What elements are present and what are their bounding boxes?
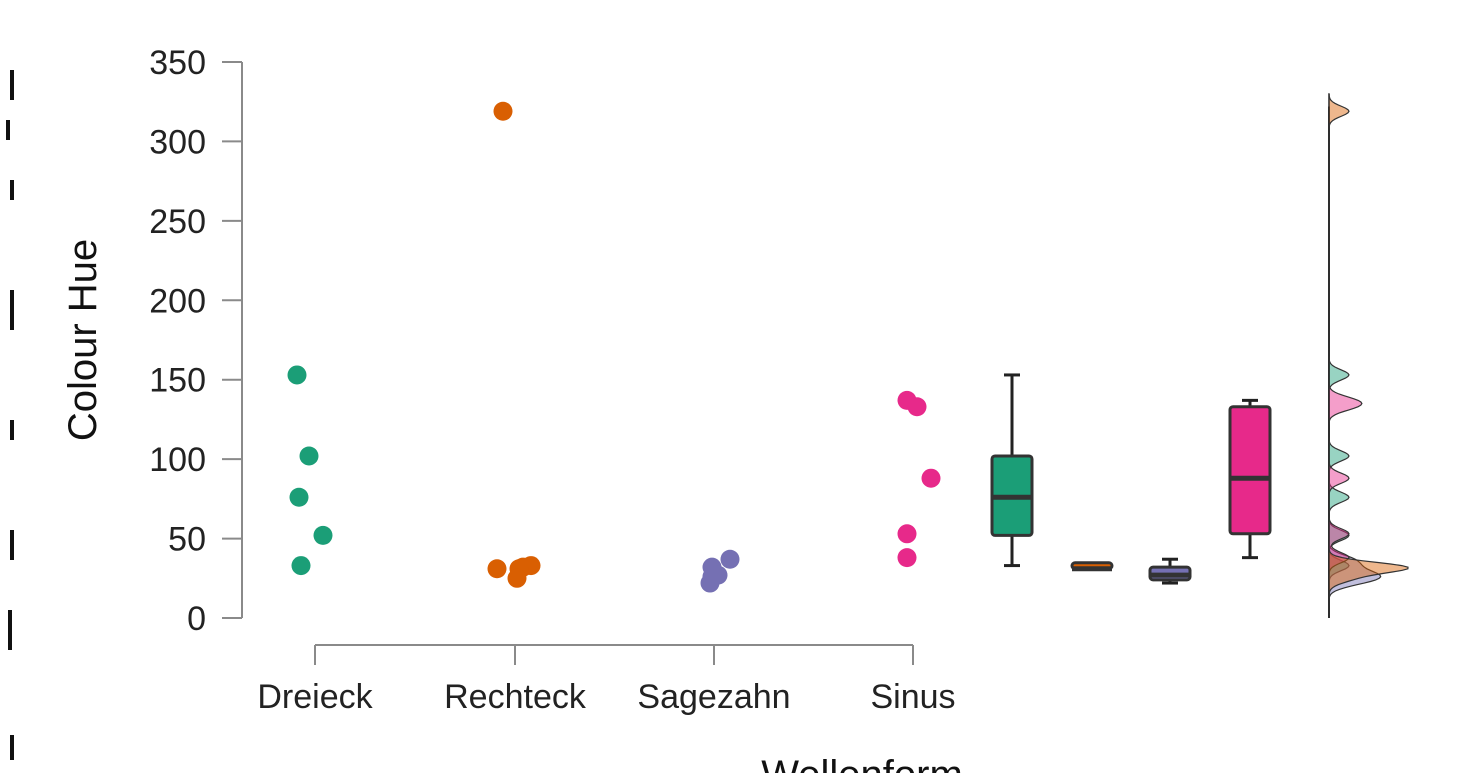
boxplot bbox=[1070, 561, 1114, 572]
density-curve bbox=[1328, 93, 1363, 618]
data-point bbox=[313, 525, 333, 545]
y-axis-title: Colour Hue bbox=[61, 239, 105, 441]
y-tick-label: 0 bbox=[187, 600, 206, 638]
y-tick-label: 250 bbox=[149, 203, 206, 241]
data-point bbox=[493, 101, 513, 121]
x-axis-title: Wellenform bbox=[761, 753, 963, 773]
strip-points bbox=[287, 101, 941, 593]
data-point bbox=[897, 524, 917, 544]
x-category-label: Dreieck bbox=[257, 678, 373, 716]
data-point bbox=[487, 559, 507, 579]
y-tick-label: 350 bbox=[149, 44, 206, 82]
y-tick-label: 300 bbox=[149, 123, 206, 161]
box bbox=[1228, 405, 1272, 536]
y-axis: 0 50 100 150 200 250 300 350 bbox=[149, 44, 243, 638]
x-category-label: Sagezahn bbox=[637, 678, 790, 716]
data-point bbox=[287, 365, 307, 385]
data-point bbox=[708, 565, 728, 585]
left-edge-fragments bbox=[6, 70, 14, 760]
data-point bbox=[897, 548, 917, 568]
y-tick-label: 100 bbox=[149, 441, 206, 479]
data-point bbox=[507, 568, 527, 588]
boxplot bbox=[1148, 557, 1192, 585]
boxplots bbox=[990, 373, 1272, 585]
data-point bbox=[921, 468, 941, 488]
y-tick-label: 50 bbox=[168, 521, 206, 559]
x-category-label: Rechteck bbox=[444, 678, 587, 716]
data-point bbox=[291, 556, 311, 576]
density-curve bbox=[1328, 92, 1409, 618]
y-tick-label: 150 bbox=[149, 362, 206, 400]
data-point bbox=[289, 487, 309, 507]
boxplot bbox=[990, 373, 1034, 568]
density-marginal bbox=[1328, 92, 1409, 618]
boxplot bbox=[1228, 398, 1272, 560]
y-tick-label: 200 bbox=[149, 282, 206, 320]
data-point bbox=[299, 446, 319, 466]
x-axis: Dreieck Rechteck Sagezahn Sinus bbox=[257, 644, 956, 716]
data-point bbox=[720, 549, 740, 569]
data-point bbox=[907, 397, 927, 417]
x-category-label: Sinus bbox=[870, 678, 955, 716]
